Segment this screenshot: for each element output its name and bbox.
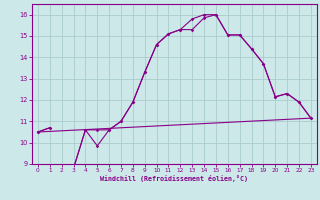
X-axis label: Windchill (Refroidissement éolien,°C): Windchill (Refroidissement éolien,°C): [100, 175, 248, 182]
